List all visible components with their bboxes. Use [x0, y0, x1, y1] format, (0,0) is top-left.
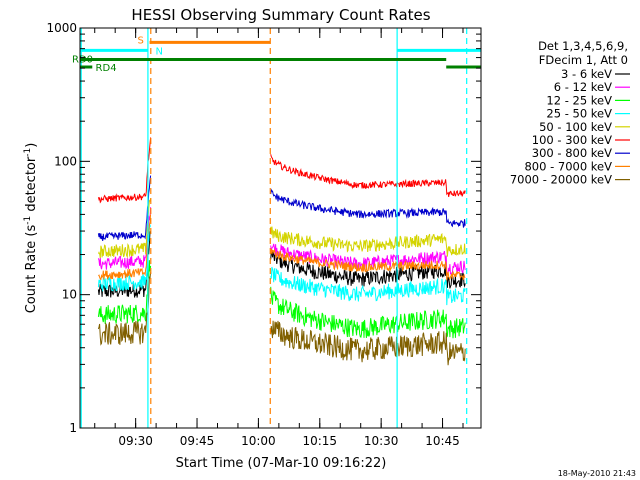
x-tick-label: 09:30	[118, 434, 153, 448]
y-tick-label: 1000	[46, 21, 77, 35]
plot-lines	[97, 137, 466, 366]
y-axis-label-sup1: -1	[23, 216, 33, 225]
chart-title: HESSI Observing Summary Count Rates	[131, 6, 430, 24]
x-tick-label: 10:00	[241, 434, 276, 448]
flag-label: N	[156, 46, 163, 57]
y-axis-label-mid: detector	[24, 156, 39, 216]
flag-label: RD4	[96, 63, 117, 74]
legend: Det 1,3,4,5,6,9, FDecim 1, Att 0 3 - 6 k…	[510, 39, 630, 187]
flag-label: S	[138, 35, 144, 46]
vertical-markers	[80, 28, 468, 428]
series-line-post	[270, 226, 466, 257]
legend-entry-label: 7000 - 20000 keV	[510, 173, 612, 187]
series-line-pre	[97, 175, 152, 241]
x-tick-label: 09:45	[180, 434, 215, 448]
legend-entry-label: 12 - 25 keV	[546, 93, 612, 107]
series-line-pre	[97, 207, 152, 270]
flag-label: RD0	[72, 55, 93, 66]
y-axis-label-sup2: -1	[23, 148, 33, 157]
series-line-post	[270, 188, 466, 229]
series-line-pre	[97, 198, 152, 259]
y-axis-label: Count Rate (s-1 detector-1)	[23, 143, 39, 314]
y-tick-label: 100	[54, 154, 77, 168]
series-line-post	[270, 248, 466, 281]
series-line-pre	[97, 272, 152, 346]
legend-entry-label: 50 - 100 keV	[539, 120, 612, 134]
legend-header-1: Det 1,3,4,5,6,9,	[538, 39, 628, 53]
legend-header-2: FDecim 1, Att 0	[539, 53, 628, 67]
series-line-pre	[97, 260, 152, 325]
series-line-pre	[98, 214, 152, 281]
series-line-post	[270, 243, 466, 276]
plot-frame	[79, 27, 482, 429]
y-axis-label-main: Count Rate (s	[24, 225, 39, 314]
axes-ticks: 1 10 100 1000 09:30 09:45 10:00 10:15 10:30 10:45	[46, 21, 481, 448]
y-tick-label: 10	[62, 288, 77, 302]
x-tick-label: 10:30	[364, 434, 399, 448]
series-line-pre	[97, 223, 152, 292]
x-axis-label: Start Time (07-Mar-10 09:16:22)	[176, 456, 387, 471]
legend-entry-label: 6 - 12 keV	[554, 80, 612, 94]
series-line-post	[270, 154, 466, 197]
legend-entry-label: 25 - 50 keV	[546, 107, 612, 121]
x-tick-label: 10:15	[302, 434, 337, 448]
legend-entry-label: 300 - 800 keV	[532, 146, 612, 160]
series-line-post	[270, 266, 466, 306]
series-line-pre	[97, 137, 152, 204]
timestamp: 18-May-2010 21:43	[558, 469, 636, 478]
series-line-post	[270, 286, 466, 339]
legend-entry-label: 3 - 6 keV	[561, 67, 612, 81]
y-tick-label: 1	[69, 421, 77, 435]
legend-entry-label: 800 - 7000 keV	[524, 159, 612, 173]
series-line-post	[270, 320, 466, 366]
y-axis-label-end: )	[24, 143, 39, 148]
legend-entry-label: 100 - 300 keV	[532, 133, 612, 147]
x-tick-label: 10:45	[425, 434, 460, 448]
series-line-post	[270, 250, 466, 289]
